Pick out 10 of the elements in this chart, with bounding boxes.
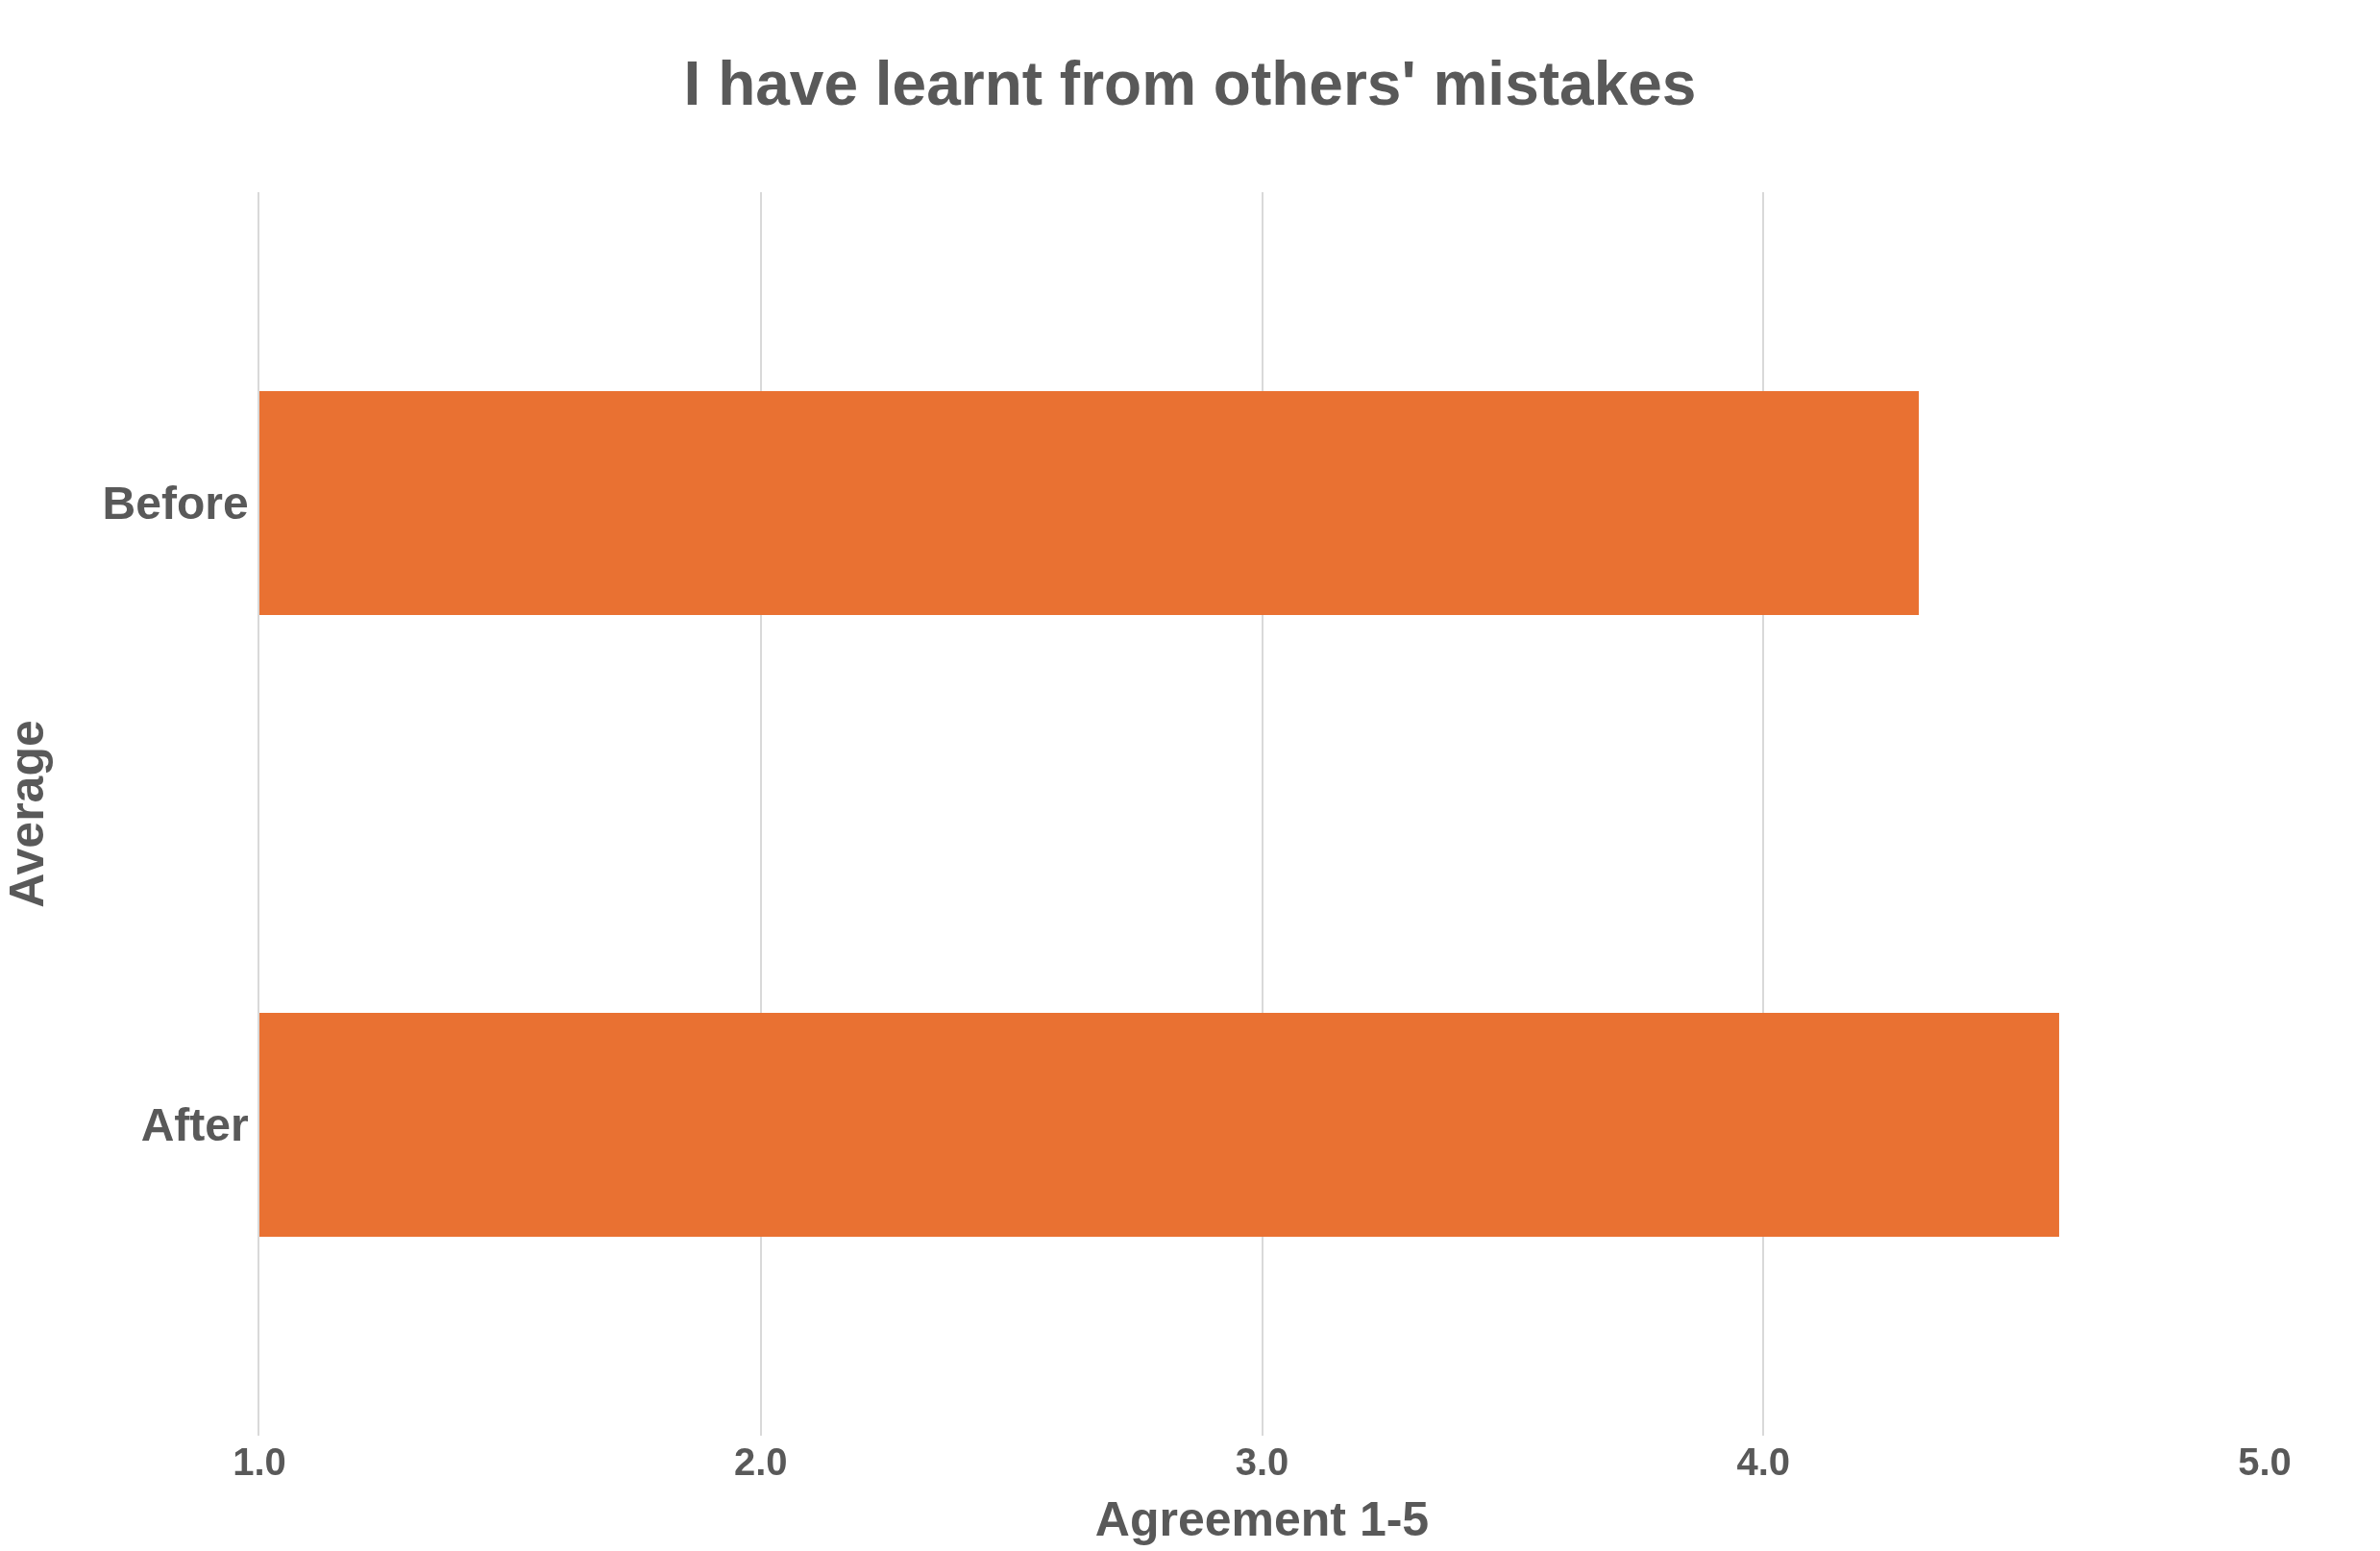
x-tick-label: 4.0 <box>1736 1440 1791 1483</box>
x-tick-label: 3.0 <box>1235 1440 1289 1483</box>
x-axis-title: Agreement 1-5 <box>1094 1491 1430 1546</box>
chart-title: I have learnt from others' mistakes <box>683 49 1697 119</box>
y-tick-label: After <box>140 1099 249 1151</box>
x-tick-label: 2.0 <box>733 1440 788 1483</box>
x-tick-label: 1.0 <box>233 1440 286 1483</box>
y-axis-title: Average <box>0 720 54 908</box>
y-tick-label: Before <box>102 478 249 529</box>
x-tick-label: 5.0 <box>2238 1440 2292 1483</box>
